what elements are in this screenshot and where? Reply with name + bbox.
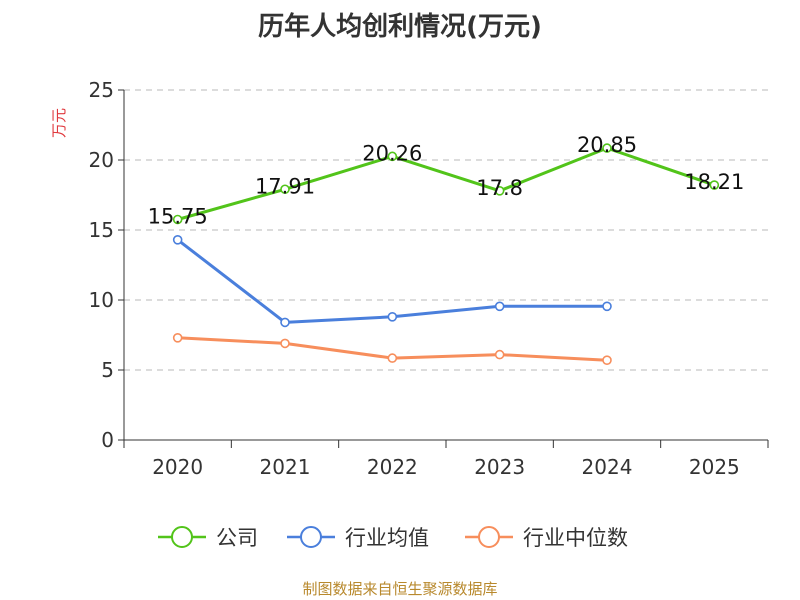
data-point xyxy=(602,143,612,153)
x-tick-label: 2021 xyxy=(260,455,311,479)
x-tick-label: 2025 xyxy=(689,455,740,479)
data-point xyxy=(280,184,290,195)
grid-lines xyxy=(124,89,768,371)
data-point xyxy=(387,311,398,322)
data-labels: 15.75 17.91 20.26 17.8 20.85 18.21 xyxy=(148,133,745,228)
y-tick-label: 0 xyxy=(101,428,114,452)
data-point xyxy=(709,180,720,190)
y-tick-label: 20 xyxy=(89,148,114,172)
data-point xyxy=(494,186,505,196)
data-label: 17.91 xyxy=(255,174,315,198)
data-label: 15.75 xyxy=(148,205,208,229)
y-tick-label: 5 xyxy=(101,358,114,382)
legend-item: 行业中位数 xyxy=(465,526,628,550)
legend-marker xyxy=(300,526,322,548)
data-point xyxy=(172,332,183,343)
y-tick-label: 25 xyxy=(89,78,114,102)
source-note: 制图数据来自恒生聚源数据库 xyxy=(302,580,498,598)
legend-label: 行业均值 xyxy=(345,526,429,550)
legend: 公司 行业均值 行业中位数 xyxy=(158,526,628,550)
x-tick-label: 2020 xyxy=(152,455,203,479)
series xyxy=(172,143,720,366)
data-point xyxy=(387,353,398,363)
data-point xyxy=(280,317,290,328)
data-label: 18.21 xyxy=(684,170,744,194)
data-point xyxy=(172,235,183,245)
data-point xyxy=(494,301,505,312)
data-point xyxy=(602,301,612,312)
data-point xyxy=(172,214,183,225)
y-tick-label: 10 xyxy=(89,288,114,312)
legend-marker xyxy=(171,526,193,548)
data-point xyxy=(387,151,398,162)
chart-title: 历年人均创利情况(万元) xyxy=(258,12,542,42)
legend-label: 公司 xyxy=(216,526,258,550)
y-tick-label: 15 xyxy=(89,218,114,242)
x-tick-label: 2022 xyxy=(367,455,418,479)
x-tick-label: 2024 xyxy=(582,455,633,479)
legend-marker xyxy=(478,526,500,548)
x-tick-label: 2023 xyxy=(474,455,525,479)
legend-label: 行业中位数 xyxy=(523,526,628,550)
legend-item: 行业均值 xyxy=(287,526,429,550)
data-point xyxy=(602,355,612,366)
data-label: 20.26 xyxy=(362,141,422,165)
series-line-1 xyxy=(176,238,607,324)
data-point xyxy=(280,338,290,349)
data-point xyxy=(494,349,505,360)
data-label: 20.85 xyxy=(577,133,637,157)
data-label: 17.8 xyxy=(476,176,523,200)
series-line-0 xyxy=(177,146,715,221)
legend-item: 公司 xyxy=(158,526,258,550)
